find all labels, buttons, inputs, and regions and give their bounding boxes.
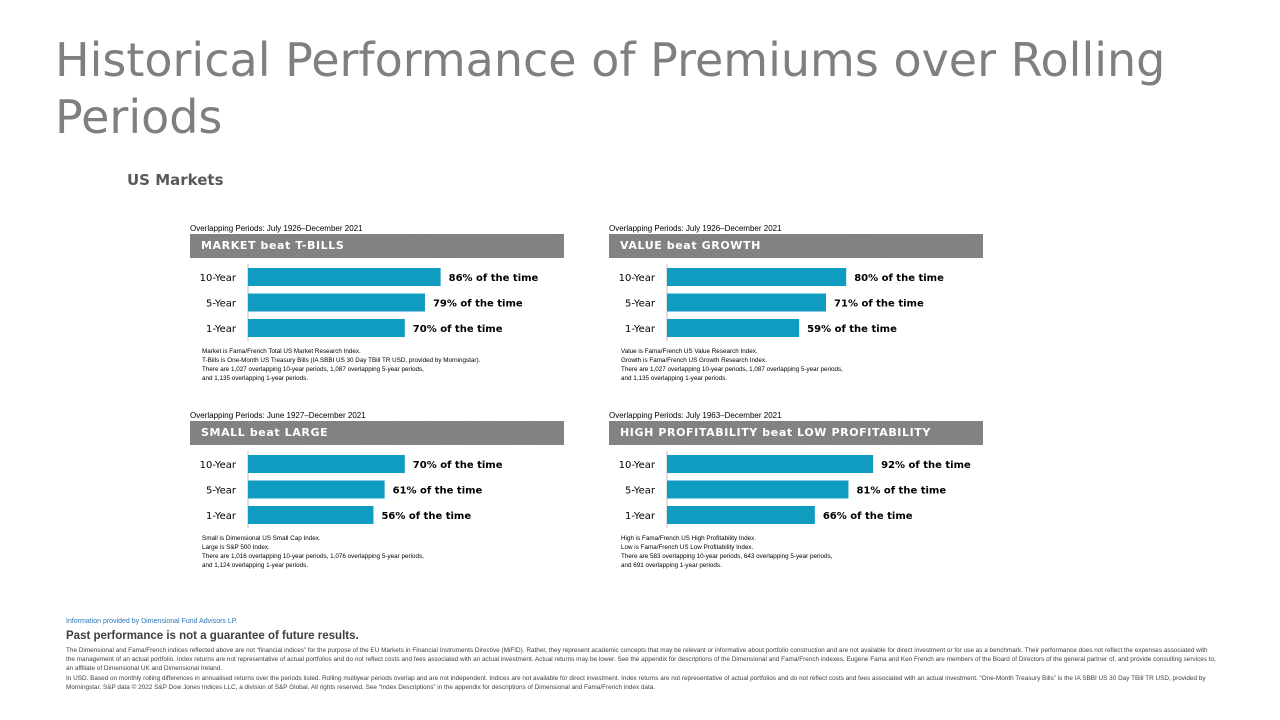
- note-line: Small is Dimensional US Small Cap Index.: [202, 535, 321, 542]
- bar-10-year: [667, 455, 874, 473]
- note-line: Market is Fama/French Total US Market Re…: [202, 348, 361, 355]
- page-title: Historical Performance of Premiums over …: [55, 33, 1166, 144]
- chart-panel-value-vs-growth: Overlapping Periods: July 1926–December …: [609, 224, 989, 404]
- chart-header: VALUE beat GROWTH: [609, 234, 983, 258]
- chart-header: SMALL beat LARGE: [190, 421, 564, 445]
- chart-title: SMALL beat LARGE: [201, 426, 329, 439]
- chart-title: VALUE beat GROWTH: [620, 239, 761, 252]
- period-label: Overlapping Periods: July 1963–December …: [609, 411, 782, 420]
- data-label: 56% of the time: [381, 511, 471, 522]
- bar-10-year: [248, 268, 441, 286]
- category-label: 5-Year: [206, 486, 237, 497]
- chart-title: MARKET beat T-BILLS: [201, 239, 345, 252]
- chart-header: MARKET beat T-BILLS: [190, 234, 564, 258]
- note-line: There are 1,027 overlapping 10-year peri…: [202, 366, 424, 373]
- chart-title: HIGH PROFITABILITY beat LOW PROFITABILIT…: [620, 426, 931, 439]
- bar-5-year: [248, 293, 425, 312]
- data-label: 70% of the time: [413, 324, 503, 335]
- bar-5-year: [667, 480, 849, 499]
- bar-chart-small-vs-large: 10-Year 70% of the time 5-Year 61% of the t…: [200, 451, 503, 528]
- data-label: 80% of the time: [854, 273, 944, 284]
- chart-notes: Value is Fama/French US Value Research I…: [621, 347, 843, 383]
- note-line: There are 1,016 overlapping 10-year peri…: [202, 553, 424, 560]
- disclaimer: The Dimensional and Fama/French indices …: [66, 646, 1216, 692]
- note-line: and 1,135 overlapping 1-year periods.: [202, 375, 309, 382]
- period-label: Overlapping Periods: July 1926–December …: [190, 224, 363, 233]
- category-label: 1-Year: [206, 511, 237, 522]
- note-line: There are 583 overlapping 10-year period…: [621, 553, 833, 560]
- data-label: 61% of the time: [393, 486, 483, 497]
- bar-10-year: [667, 268, 847, 286]
- bar-chart-market-vs-tbills: 10-Year 86% of the time 5-Year 79% of the t…: [200, 264, 539, 341]
- category-label: 5-Year: [625, 299, 656, 310]
- period-label: Overlapping Periods: June 1927–December …: [190, 411, 366, 420]
- note-line: and 1,135 overlapping 1-year periods.: [621, 375, 728, 382]
- chart-panel-small-vs-large: Overlapping Periods: June 1927–December …: [190, 411, 570, 591]
- period-label: Overlapping Periods: July 1926–December …: [609, 224, 782, 233]
- category-label: 5-Year: [625, 486, 656, 497]
- data-label: 71% of the time: [834, 299, 924, 310]
- note-line: Growth is Fama/French US Growth Research…: [621, 357, 767, 364]
- bar-1-year: [667, 319, 800, 337]
- page-subtitle: US Markets: [127, 171, 224, 189]
- chart-notes: High is Fama/French US High Profitabilit…: [621, 534, 832, 570]
- data-label: 59% of the time: [807, 324, 897, 335]
- note-line: T-Bills is One-Month US Treasury Bills (…: [202, 357, 481, 364]
- bar-10-year: [248, 455, 405, 473]
- data-label: 92% of the time: [881, 460, 971, 471]
- data-label: 81% of the time: [856, 486, 946, 497]
- data-label: 70% of the time: [413, 460, 503, 471]
- bar-chart-value-vs-growth: 10-Year 80% of the time 5-Year 71% of the t…: [619, 264, 944, 341]
- note-line: and 691 overlapping 1-year periods.: [621, 562, 722, 569]
- disclaimer-paragraph: The Dimensional and Fama/French indices …: [66, 647, 1216, 673]
- data-label: 86% of the time: [449, 273, 539, 284]
- source-note: Information provided by Dimensional Fund…: [66, 618, 238, 625]
- bar-chart-high-vs-low-profitability: 10-Year 92% of the time 5-Year 81% of the t…: [619, 451, 971, 528]
- bar-5-year: [667, 293, 827, 312]
- chart-notes: Small is Dimensional US Small Cap Index.…: [202, 534, 424, 570]
- category-label: 1-Year: [625, 324, 656, 335]
- chart-panel-high-vs-low-profitability: Overlapping Periods: July 1963–December …: [609, 411, 989, 591]
- bar-5-year: [248, 480, 385, 499]
- category-label: 10-Year: [619, 460, 656, 471]
- note-line: Low is Fama/French US Low Profitability …: [621, 544, 754, 551]
- category-label: 5-Year: [206, 299, 237, 310]
- note-line: and 1,124 overlapping 1-year periods.: [202, 562, 309, 569]
- note-line: High is Fama/French US High Profitabilit…: [621, 535, 757, 542]
- bar-1-year: [248, 506, 374, 524]
- category-label: 10-Year: [619, 273, 656, 284]
- data-label: 66% of the time: [823, 511, 913, 522]
- disclaimer-paragraph: In USD. Based on monthly rolling differe…: [66, 674, 1206, 691]
- performance-warning: Past performance is not a guarantee of f…: [66, 630, 359, 642]
- data-label: 79% of the time: [433, 299, 523, 310]
- chart-panel-market-vs-tbills: Overlapping Periods: July 1926–December …: [190, 224, 570, 404]
- note-line: Large is S&P 500 Index.: [202, 544, 270, 551]
- category-label: 1-Year: [206, 324, 237, 335]
- category-label: 10-Year: [200, 273, 237, 284]
- chart-notes: Market is Fama/French Total US Market Re…: [202, 347, 480, 383]
- bar-1-year: [667, 506, 815, 524]
- note-line: Value is Fama/French US Value Research I…: [621, 348, 758, 355]
- chart-header: HIGH PROFITABILITY beat LOW PROFITABILIT…: [609, 421, 983, 445]
- category-label: 1-Year: [625, 511, 656, 522]
- category-label: 10-Year: [200, 460, 237, 471]
- note-line: There are 1,027 overlapping 10-year peri…: [621, 366, 843, 373]
- bar-1-year: [248, 319, 405, 337]
